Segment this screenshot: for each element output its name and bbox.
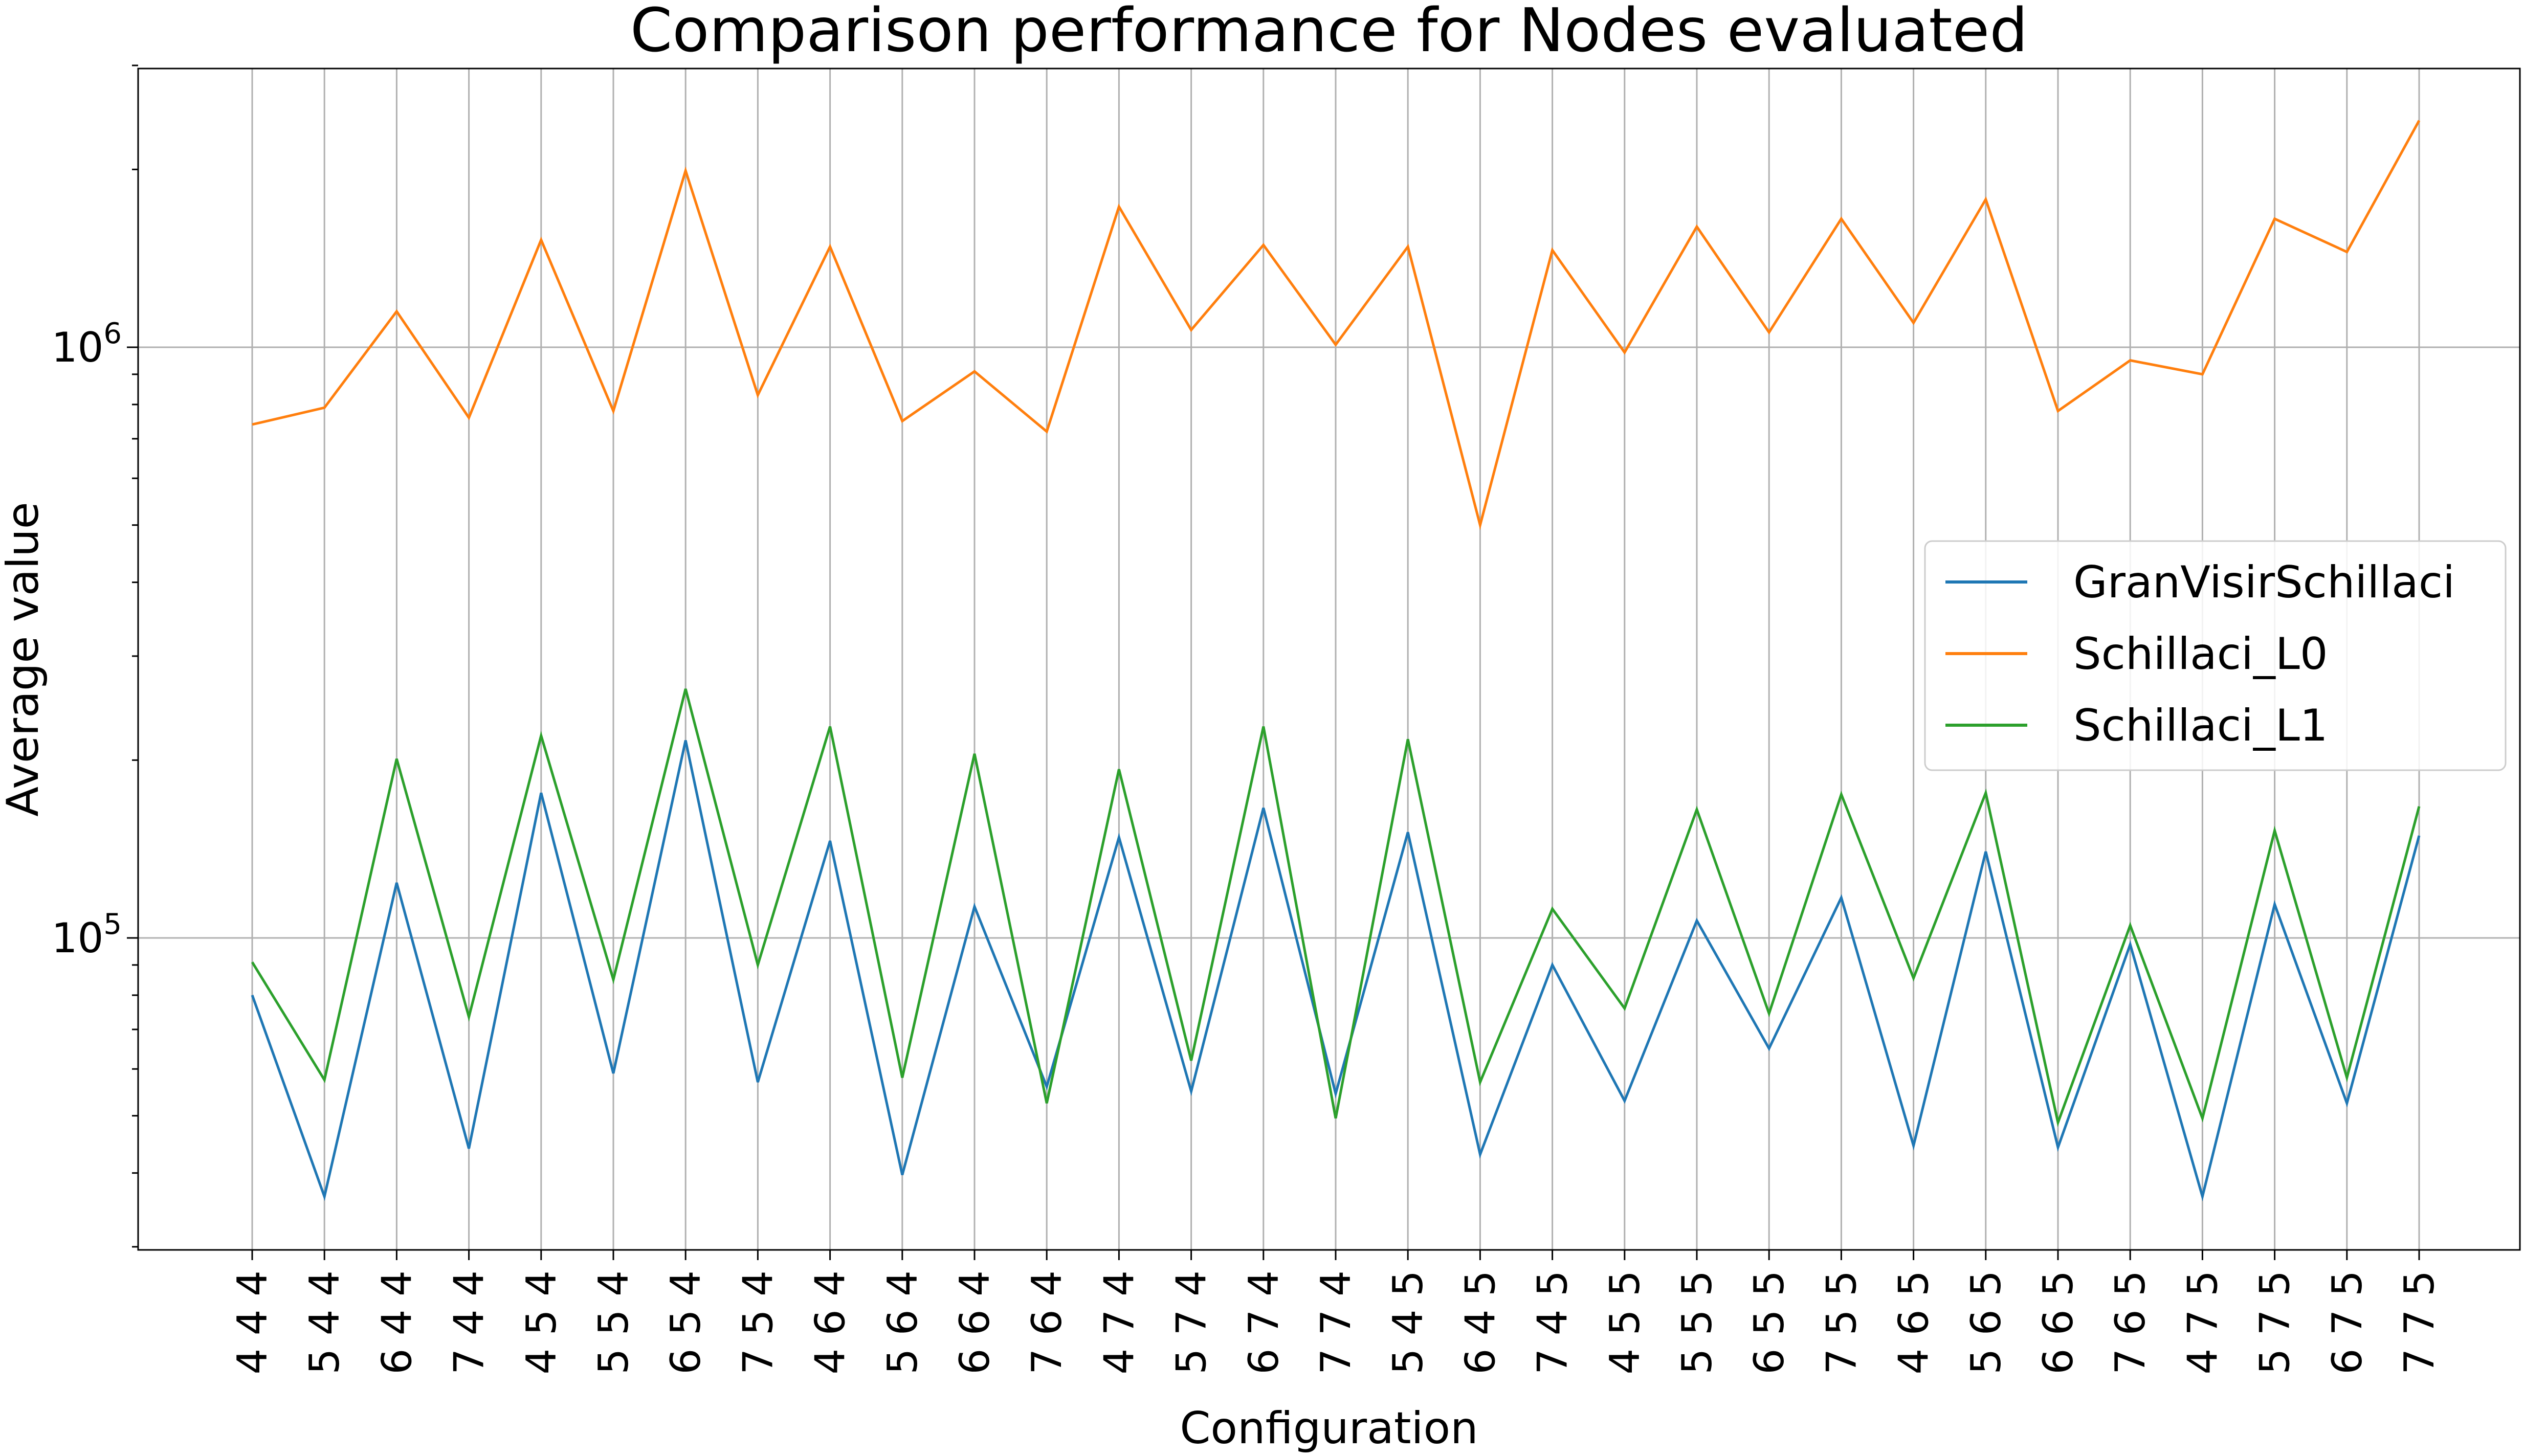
x-tick-label: 4 7 4 — [1095, 1270, 1143, 1375]
x-tick-label: 7 4 5 — [1529, 1270, 1577, 1375]
x-tick-label: 7 4 4 — [446, 1270, 493, 1375]
x-tick-label: 6 4 5 — [1456, 1270, 1504, 1375]
y-tick-label: 105 — [52, 908, 122, 962]
y-tick-label-exponent: 6 — [103, 317, 122, 350]
series-line-granvisirschillaci — [251, 740, 2421, 1202]
legend: GranVisirSchillaci Schillaci_L0 Schillaci_… — [1924, 540, 2507, 771]
y-tick-label-exponent: 5 — [103, 908, 122, 941]
series-lines — [251, 120, 2421, 1202]
x-tick-label: 5 7 5 — [2251, 1270, 2299, 1375]
axis-ticks: 4 4 4 5 4 4 6 4 4 7 4 4 4 5 4 5 5 4 6 5 4 7 5 4… — [52, 64, 2443, 1375]
x-tick-label: 5 4 5 — [1384, 1270, 1432, 1375]
x-tick-label: 6 7 4 — [1240, 1270, 1288, 1375]
y-tick-label: 106 — [52, 317, 122, 371]
x-tick-label: 4 5 4 — [518, 1270, 565, 1375]
x-tick-label: 5 6 5 — [1962, 1270, 2010, 1375]
x-tick-label: 4 4 4 — [229, 1270, 276, 1375]
chart-title: Comparison performance for Nodes evaluat… — [630, 0, 2028, 65]
x-tick-label: 5 6 4 — [879, 1270, 926, 1375]
x-tick-label: 5 5 4 — [590, 1270, 637, 1375]
x-tick-label: 4 7 5 — [2179, 1270, 2226, 1375]
grid — [138, 69, 2520, 1250]
y-tick-label-base: 10 — [52, 324, 104, 371]
y-tick-label-base: 10 — [52, 914, 104, 962]
plot-frame — [137, 68, 2521, 1251]
x-tick-label: 5 7 4 — [1168, 1270, 1215, 1375]
x-tick-label: 7 5 4 — [734, 1270, 782, 1375]
x-tick-label: 5 4 4 — [301, 1270, 348, 1375]
x-tick-label: 7 6 4 — [1023, 1270, 1071, 1375]
legend-frame — [1924, 540, 2507, 771]
x-tick-label: 6 6 4 — [951, 1270, 999, 1375]
x-tick-label: 7 7 4 — [1312, 1270, 1360, 1375]
y-axis-label: Average value — [0, 502, 49, 816]
x-tick-label: 6 6 5 — [2034, 1270, 2082, 1375]
x-tick-label: 4 6 4 — [807, 1270, 854, 1375]
x-tick-label: 6 4 4 — [373, 1270, 420, 1375]
x-tick-label: 6 7 5 — [2323, 1270, 2371, 1375]
x-axis-label: Configuration — [1180, 1403, 1478, 1454]
x-tick-label: 6 5 5 — [1745, 1270, 1793, 1375]
x-tick-label: 7 5 5 — [1818, 1270, 1865, 1375]
legend-label: Schillaci_L1 — [2073, 700, 2328, 751]
x-tick-label: 6 5 4 — [662, 1270, 710, 1375]
legend-label: Schillaci_L0 — [2073, 629, 2328, 680]
series-line-schillaci-l0 — [252, 120, 2421, 530]
legend-label: GranVisirSchillaci — [2073, 557, 2455, 608]
x-tick-label: 7 7 5 — [2396, 1270, 2443, 1375]
series-line-schillaci-l1 — [251, 688, 2421, 1127]
x-tick-label: 5 5 5 — [1673, 1270, 1721, 1375]
x-tick-label: 7 6 5 — [2107, 1270, 2154, 1375]
x-tick-label: 4 6 5 — [1890, 1270, 1938, 1375]
x-tick-label: 4 5 5 — [1601, 1270, 1649, 1375]
